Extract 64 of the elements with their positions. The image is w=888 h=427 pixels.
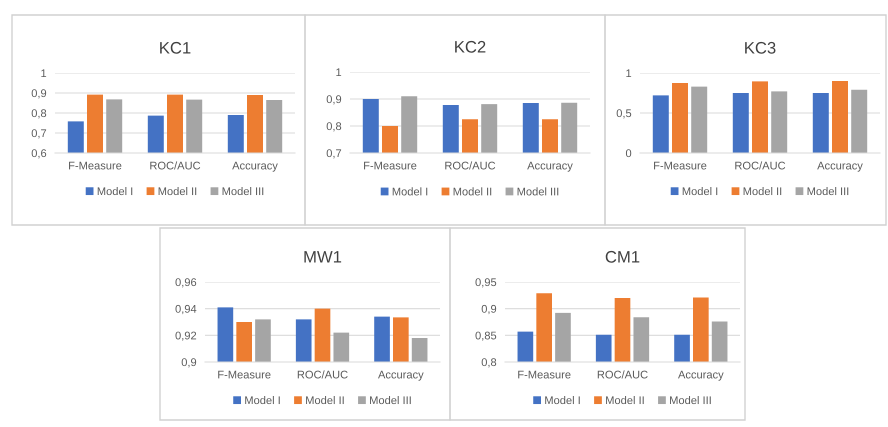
y-tick-label: 0,8 [482,358,496,368]
bar [771,91,788,153]
legend-label: Model II [306,396,344,404]
x-tick-label: Accuracy [527,162,573,172]
y-tick-label: 0,96 [175,278,196,288]
y-tick-label: 1 [626,69,632,78]
y-tick-label: 0,7 [326,149,342,158]
chart-title: MW1 [304,251,342,263]
x-tick-label: F-Measure [218,370,271,378]
bar [691,86,708,153]
x-tick-label: F-Measure [654,162,706,170]
legend-label: Model I [245,396,280,404]
legend-label: Model I [98,187,132,196]
y-tick-label: 1 [336,68,342,76]
y-tick-label: 0,9 [326,95,342,104]
chart-title: KC3 [745,42,776,54]
x-tick-label: ROC/AUC [735,161,786,170]
y-tick-label: 0,5 [616,109,632,118]
x-tick-label: ROC/AUC [150,161,200,170]
bar [752,81,768,153]
y-tick-label: 0,85 [475,332,496,341]
x-tick-label: F-Measure [69,162,122,170]
legend-label: Model I [545,396,580,404]
bar [672,83,688,153]
x-tick-label: ROC/AUC [298,370,348,378]
bar [851,90,868,153]
y-tick-label: 0,7 [32,129,46,138]
legend-label: Model I [392,187,428,196]
y-tick-label: 0,92 [175,332,196,341]
x-tick-label: Accuracy [678,370,724,381]
y-tick-label: 0,8 [326,122,342,132]
x-tick-label: Accuracy [817,162,863,172]
bar [732,93,749,153]
x-tick-label: ROC/AUC [445,161,496,170]
y-tick-label: 0,94 [175,304,196,314]
legend-label: Model III [370,396,411,404]
bar [652,95,669,153]
legend-label: Model II [158,187,196,196]
y-tick-label: 1 [41,69,46,78]
legend-label: Model III [808,187,848,196]
legend-label: Model II [454,187,492,196]
legend-label: Model III [518,187,558,196]
legend-label: Model III [670,396,711,404]
legend-label: Model III [222,187,264,196]
legend-label: Model I [682,187,718,196]
chart-title: CM1 [606,250,640,263]
y-tick-label: 0,9 [182,358,196,368]
chart-title: KC2 [455,40,486,53]
y-tick-label: 0 [626,149,632,158]
chart-title: KC1 [160,42,190,54]
legend-label: Model II [744,187,782,196]
x-tick-label: F-Measure [364,162,416,170]
x-tick-label: Accuracy [232,162,278,172]
legend-label: Model II [606,396,644,404]
x-tick-label: F-Measure [518,370,571,378]
y-tick-label: 0,9 [482,304,496,314]
x-tick-label: Accuracy [378,370,424,381]
bar [812,93,829,153]
y-tick-label: 0,9 [32,89,46,98]
bar [832,81,848,153]
y-tick-label: 0,95 [475,278,496,288]
y-tick-label: 0,8 [32,109,46,118]
x-tick-label: ROC/AUC [598,370,648,378]
y-tick-label: 0,6 [32,149,46,158]
